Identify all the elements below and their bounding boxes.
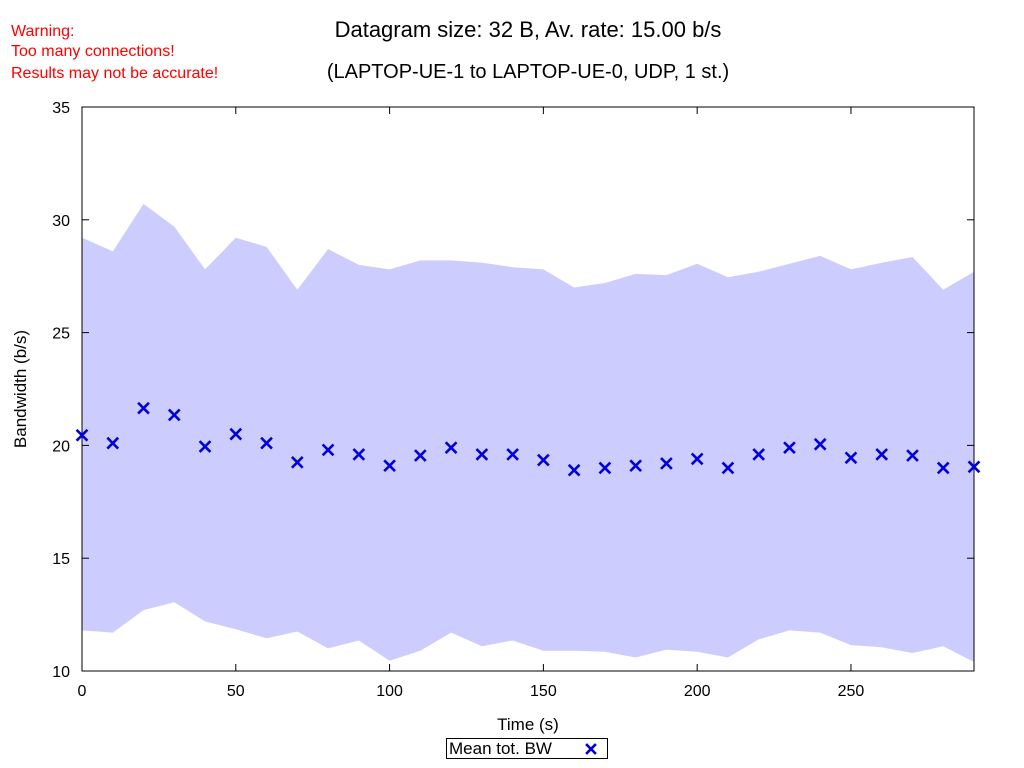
warning-line-2: Too many connections! (11, 43, 175, 60)
data-point (198, 440, 212, 453)
chart-title: Datagram size: 32 B, Av. rate: 15.00 b/s (334, 17, 722, 42)
data-point (506, 448, 519, 461)
axis-ticks: 0 50 100 150 200 250 10 15 20 25 30 35 (52, 100, 974, 700)
y-tick-label: 25 (52, 326, 70, 343)
data-point (229, 427, 243, 441)
data-point (629, 459, 642, 473)
plot-frame (81, 106, 975, 672)
data-point (721, 461, 735, 475)
y-tick-label: 20 (52, 438, 70, 455)
chart-subtitle: (LAPTOP-UE-1 to LAPTOP-UE-0, UDP, 1 st.) (326, 61, 730, 83)
data-point (598, 461, 612, 475)
data-point (967, 460, 981, 474)
data-point (936, 461, 950, 475)
data-point (537, 453, 550, 467)
confidence-band (82, 204, 974, 662)
y-tick-label: 10 (52, 664, 70, 681)
legend-label: Mean tot. BW (449, 739, 552, 758)
x-tick-label: 100 (376, 683, 403, 700)
data-point (690, 452, 704, 466)
data-point (567, 463, 581, 477)
x-tick-label: 200 (684, 683, 711, 700)
legend-x-marker-icon (585, 743, 597, 755)
data-point (414, 449, 427, 462)
x-tick-label: 150 (530, 683, 557, 700)
data-point (752, 448, 766, 461)
x-tick-label: 50 (227, 683, 245, 700)
y-axis-label: Bandwidth (b/s) (11, 330, 30, 448)
data-point (444, 441, 458, 454)
data-point (813, 437, 827, 451)
data-point (137, 401, 150, 415)
data-point (321, 443, 335, 457)
y-tick-label: 15 (52, 551, 70, 568)
data-points (75, 401, 981, 477)
y-tick-label: 30 (52, 213, 70, 230)
data-point (660, 457, 673, 470)
data-point (290, 455, 304, 469)
data-point (260, 436, 273, 450)
legend: Mean tot. BW (446, 738, 608, 759)
x-axis-label: Time (s) (497, 715, 559, 734)
data-point (906, 449, 919, 462)
data-point (475, 448, 489, 461)
data-point (383, 459, 396, 473)
y-tick-label: 35 (52, 100, 70, 117)
data-point (75, 428, 89, 442)
data-point (167, 408, 181, 422)
data-point (844, 451, 858, 465)
x-tick-label: 250 (838, 683, 865, 700)
data-point (783, 441, 796, 454)
data-point (106, 436, 120, 450)
data-point (352, 448, 366, 461)
data-point (875, 448, 889, 461)
warning-line-1: Warning: (11, 23, 75, 40)
warning-line-3: Results may not be accurate! (11, 65, 219, 82)
x-tick-label: 0 (78, 683, 87, 700)
